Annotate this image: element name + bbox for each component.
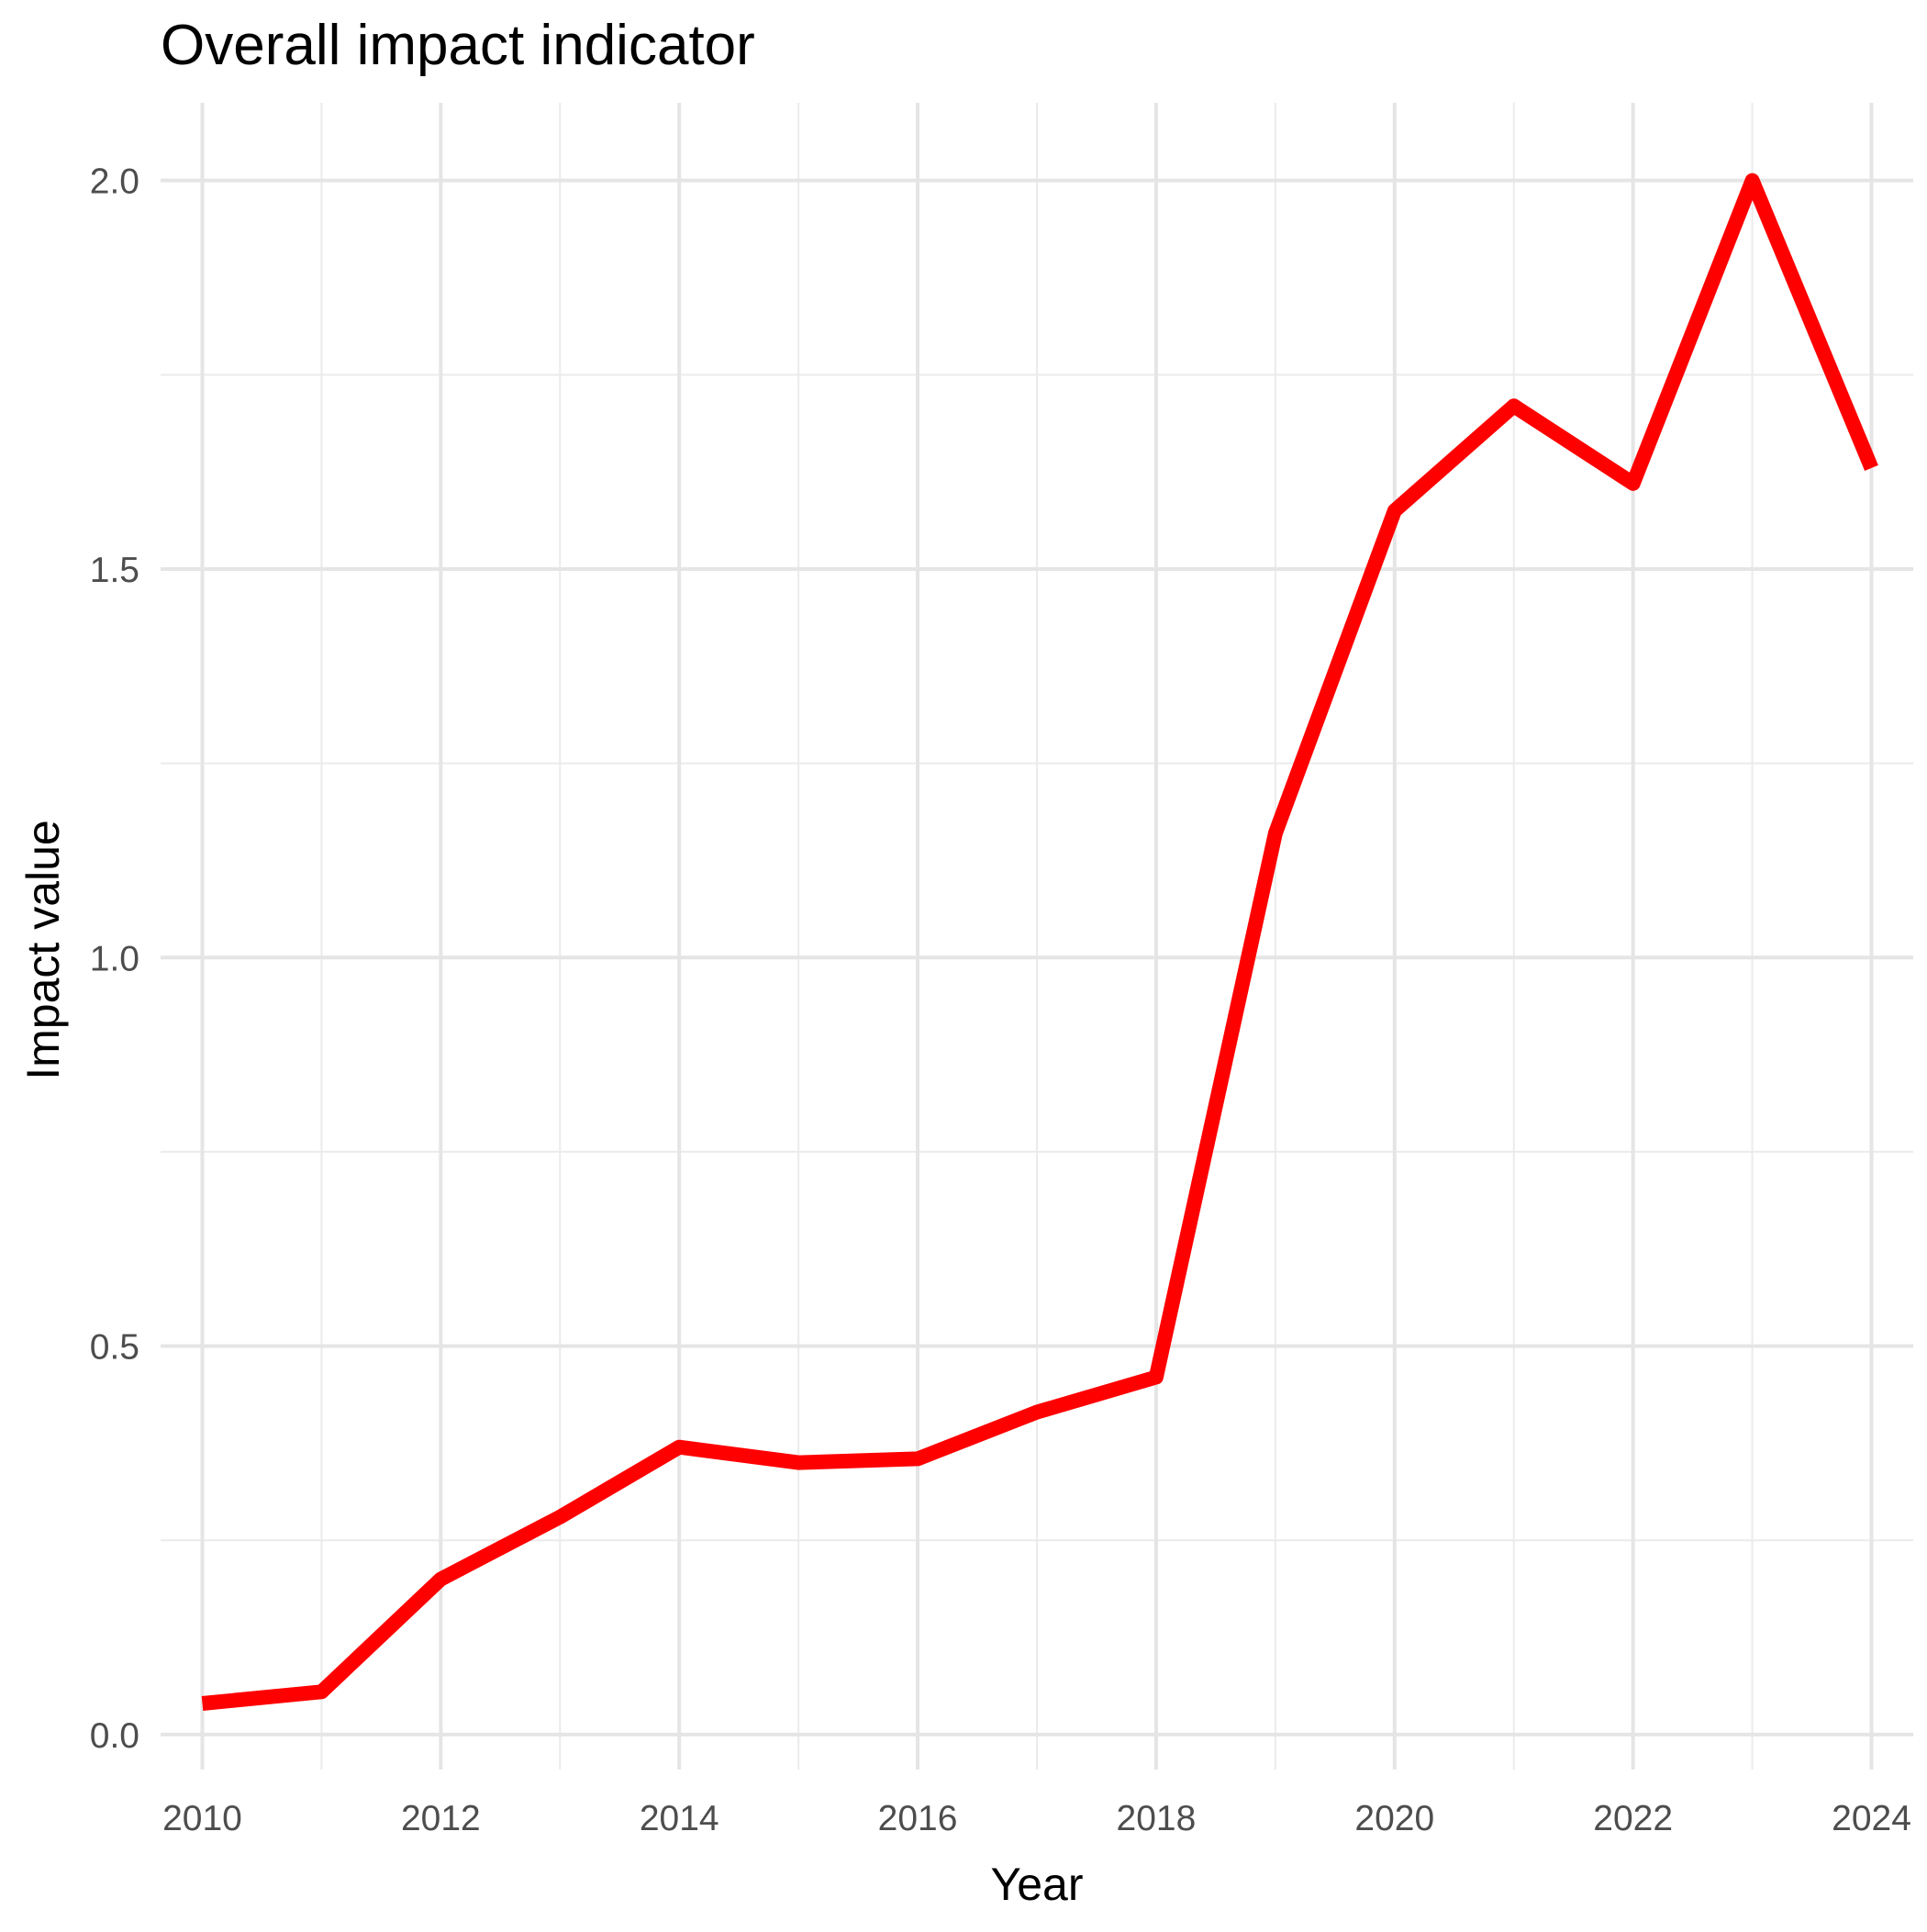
y-tick-label: 1.5 xyxy=(90,551,139,590)
series-layer xyxy=(195,173,1879,1711)
tick-labels: 0.0 0.5 1.0 1.5 2.0 2010 2012 2014 2016 2018 2020 2… xyxy=(90,162,1911,1838)
chart-title: Overall impact indicator xyxy=(161,14,755,77)
x-tick-label: 2014 xyxy=(640,1799,719,1838)
data-point xyxy=(791,1456,806,1470)
x-tick-label: 2016 xyxy=(878,1799,958,1838)
y-tick-label: 1.0 xyxy=(90,939,139,978)
data-point xyxy=(433,1572,448,1587)
x-tick-label: 2018 xyxy=(1117,1799,1197,1838)
data-point xyxy=(1745,173,1760,188)
data-point xyxy=(1626,476,1641,491)
x-tick-label: 2010 xyxy=(162,1799,242,1838)
y-axis-label: Impact value xyxy=(17,820,69,1079)
x-axis-label: Year xyxy=(990,1859,1083,1910)
y-tick-label: 0.0 xyxy=(90,1716,139,1756)
x-tick-label: 2022 xyxy=(1593,1799,1673,1838)
data-point xyxy=(1387,503,1402,518)
data-point xyxy=(1865,461,1879,475)
series-line xyxy=(201,173,1878,1711)
data-point xyxy=(1268,826,1283,841)
data-point xyxy=(1149,1369,1164,1384)
data-point xyxy=(552,1510,567,1524)
data-point xyxy=(195,1696,209,1711)
data-point xyxy=(314,1684,329,1699)
y-tick-label: 2.0 xyxy=(90,162,139,202)
data-point xyxy=(910,1451,925,1466)
data-point xyxy=(672,1440,686,1455)
x-tick-label: 2020 xyxy=(1354,1799,1434,1838)
x-tick-label: 2024 xyxy=(1832,1799,1911,1838)
x-tick-label: 2012 xyxy=(401,1799,481,1838)
data-point xyxy=(1507,398,1521,413)
grid-lines xyxy=(161,103,1913,1770)
y-tick-label: 0.5 xyxy=(90,1328,139,1368)
data-point xyxy=(1030,1405,1044,1420)
